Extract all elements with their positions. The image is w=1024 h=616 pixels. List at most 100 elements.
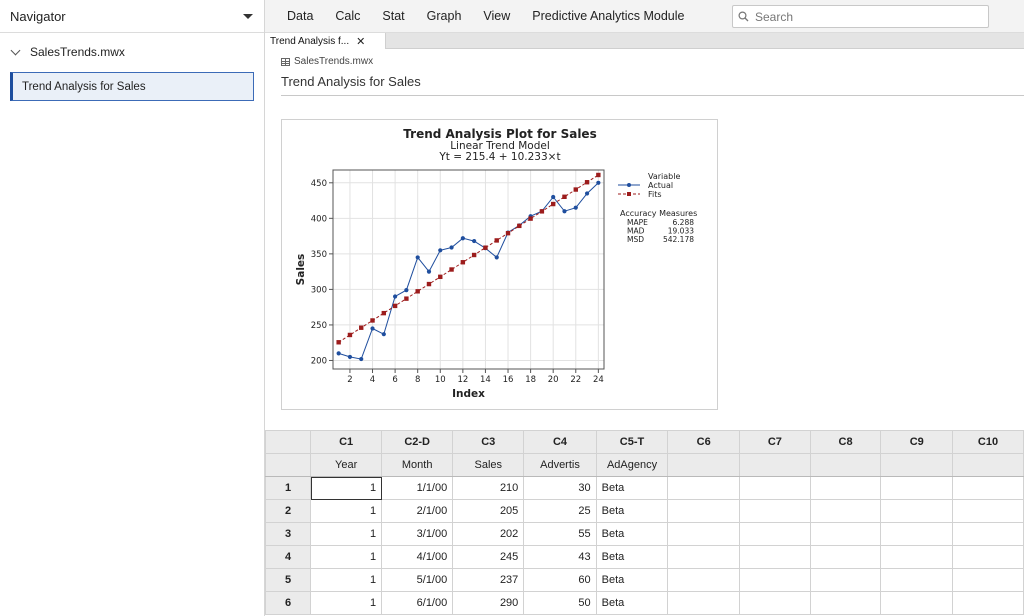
column-header[interactable]: C6 [667,430,741,454]
data-cell[interactable] [952,545,1024,569]
chevron-down-icon[interactable] [10,45,21,56]
column-name-cell[interactable] [809,453,882,477]
column-name-cell[interactable]: Sales [452,453,525,477]
data-cell[interactable]: 1 [310,591,383,615]
data-cell[interactable]: 55 [523,522,597,546]
data-cell[interactable]: 5/1/00 [381,568,454,592]
menu-stat[interactable]: Stat [382,9,405,23]
data-cell[interactable] [739,522,811,546]
menu-view[interactable]: View [483,9,511,23]
data-cell[interactable]: 202 [452,522,525,546]
data-cell[interactable] [880,591,954,615]
column-name-cell[interactable] [880,453,954,477]
column-name-cell[interactable] [952,453,1024,477]
data-cell[interactable]: 25 [523,499,597,523]
row-header[interactable]: 6 [265,591,312,615]
corner-cell[interactable] [265,430,312,454]
data-cell[interactable]: 50 [523,591,597,615]
data-cell[interactable]: 4/1/00 [381,545,454,569]
data-cell[interactable]: 237 [452,568,525,592]
column-header[interactable]: C8 [809,430,882,454]
data-cell[interactable] [739,568,811,592]
data-cell[interactable] [880,499,954,523]
data-cell[interactable] [809,499,882,523]
column-name-cell[interactable]: AdAgency [595,453,669,477]
data-cell[interactable] [809,591,882,615]
row-header[interactable]: 4 [265,545,312,569]
menu-calc[interactable]: Calc [335,9,361,23]
data-cell[interactable]: Beta [595,545,669,569]
data-cell[interactable] [880,568,954,592]
menu-predictive-analytics[interactable]: Predictive Analytics Module [532,9,685,23]
data-cell[interactable]: 30 [523,476,597,500]
menu-data[interactable]: Data [287,9,314,23]
data-cell[interactable]: 1 [310,568,383,592]
navigator-file-node[interactable]: SalesTrends.mwx [0,33,264,71]
row-header[interactable]: 2 [265,499,312,523]
column-header[interactable]: C7 [739,430,811,454]
data-cell[interactable]: 1 [310,499,383,523]
data-cell[interactable] [809,476,882,500]
row-header[interactable]: 5 [265,568,312,592]
data-cell[interactable]: Beta [595,522,669,546]
data-cell[interactable]: 245 [452,545,525,569]
data-cell[interactable] [952,591,1024,615]
data-cell[interactable] [667,522,741,546]
data-cell[interactable] [880,476,954,500]
close-icon[interactable]: ✕ [356,35,366,48]
column-header[interactable]: C5-T [595,430,669,454]
navigator-item-trend-analysis[interactable]: Trend Analysis for Sales [10,72,254,101]
data-cell[interactable]: 1 [310,522,383,546]
data-cell[interactable]: 6/1/00 [381,591,454,615]
data-cell[interactable] [952,568,1024,592]
row-header[interactable]: 3 [265,522,312,546]
search-box[interactable] [732,5,989,28]
chevron-down-icon[interactable] [243,13,253,19]
data-cell[interactable] [880,545,954,569]
data-cell[interactable] [809,568,882,592]
data-cell[interactable]: 1/1/00 [381,476,454,500]
data-cell[interactable]: Beta [595,499,669,523]
data-cell[interactable] [739,545,811,569]
tab-trend-analysis[interactable]: Trend Analysis f... ✕ [265,33,386,49]
data-cell[interactable] [809,522,882,546]
data-cell[interactable]: 60 [523,568,597,592]
data-cell[interactable]: 210 [452,476,525,500]
row-header[interactable]: 1 [265,476,312,500]
data-cell[interactable] [667,476,741,500]
data-cell[interactable] [952,499,1024,523]
column-name-cell[interactable]: Year [310,453,383,477]
column-header[interactable]: C2-D [381,430,454,454]
data-cell[interactable] [952,522,1024,546]
menu-graph[interactable]: Graph [426,9,462,23]
data-cell[interactable]: 1 [310,476,383,500]
data-cell[interactable] [739,591,811,615]
data-cell[interactable] [667,499,741,523]
data-cell[interactable] [667,545,741,569]
data-cell[interactable]: 290 [452,591,525,615]
data-cell[interactable]: 43 [523,545,597,569]
data-cell[interactable]: Beta [595,568,669,592]
data-cell[interactable]: Beta [595,591,669,615]
data-cell[interactable]: 3/1/00 [381,522,454,546]
data-cell[interactable]: 205 [452,499,525,523]
column-name-cell[interactable] [739,453,811,477]
column-name-cell[interactable]: Month [381,453,454,477]
data-cell[interactable] [739,499,811,523]
data-cell[interactable]: 2/1/00 [381,499,454,523]
data-cell[interactable]: 1 [310,545,383,569]
data-cell[interactable] [809,545,882,569]
data-cell[interactable] [880,522,954,546]
data-cell[interactable] [952,476,1024,500]
column-header[interactable]: C9 [880,430,954,454]
column-name-cell[interactable] [667,453,741,477]
data-cell[interactable] [667,568,741,592]
column-header[interactable]: C4 [523,430,597,454]
data-cell[interactable] [667,591,741,615]
column-header[interactable]: C3 [452,430,525,454]
column-header[interactable]: C10 [952,430,1024,454]
column-name-cell[interactable]: Advertis [523,453,597,477]
search-input[interactable] [755,9,975,24]
trend-plot-frame[interactable]: Trend Analysis Plot for Sales Linear Tren… [281,119,718,410]
column-header[interactable]: C1 [310,430,383,454]
